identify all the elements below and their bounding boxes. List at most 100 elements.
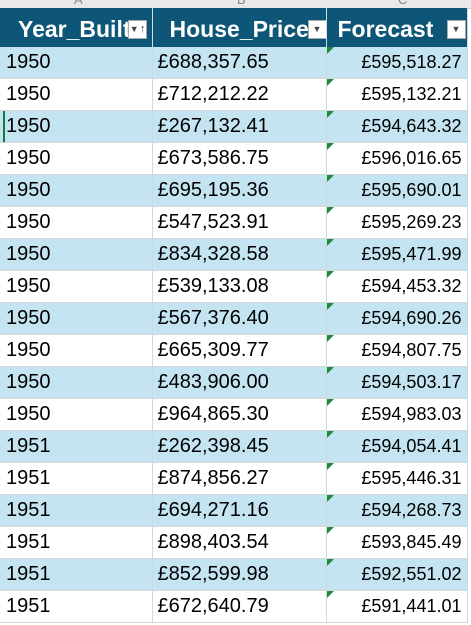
year-cell[interactable]: 1950 (0, 302, 153, 335)
year-cell[interactable]: 1951 (0, 462, 153, 495)
house-price-cell[interactable]: £695,195.36 (152, 174, 327, 207)
year-cell[interactable]: 1950 (0, 238, 153, 271)
table-row: 1950 £834,328.58 £595,471.99 (0, 238, 468, 271)
house-price-cell[interactable]: £539,133.08 (152, 270, 327, 303)
house-price-cell[interactable]: £673,586.75 (152, 142, 327, 175)
error-indicator-icon (326, 143, 334, 150)
forecast-cell[interactable]: £594,807.75 (326, 334, 468, 367)
house-price-cell-value: £874,856.27 (157, 467, 269, 489)
forecast-cell[interactable]: £595,690.01 (326, 174, 468, 207)
error-indicator-icon (326, 527, 334, 534)
house-price-cell-value: £964,865.30 (157, 403, 269, 425)
house-price-cell[interactable]: £898,403.54 (152, 526, 327, 559)
house-price-cell[interactable]: £665,309.77 (152, 334, 327, 367)
house-price-cell[interactable]: £547,523.91 (152, 206, 327, 239)
year-cell[interactable]: 1951 (0, 558, 153, 591)
year-cell[interactable]: 1950 (0, 142, 153, 175)
forecast-cell[interactable]: £594,054.41 (326, 430, 468, 463)
house-price-cell[interactable]: £483,906.00 (152, 366, 327, 399)
year-cell[interactable]: 1950 (0, 398, 153, 431)
forecast-cell-value: £595,446.31 (361, 468, 462, 488)
header-year-built[interactable]: Year_Built ▼ ↑ (0, 8, 153, 47)
forecast-cell[interactable]: £596,016.65 (326, 142, 468, 175)
year-cell[interactable]: 1950 (0, 366, 153, 399)
house-price-filter-button[interactable]: ▼ (307, 20, 325, 39)
year-cell[interactable]: 1951 (0, 494, 153, 527)
forecast-cell-value: £596,016.65 (361, 148, 462, 168)
forecast-cell[interactable]: £594,268.73 (326, 494, 468, 527)
error-indicator-icon (326, 271, 334, 278)
house-price-cell-value: £694,271.16 (157, 499, 269, 521)
year-cell-value: 1951 (6, 435, 51, 457)
forecast-cell-value: £594,453.32 (361, 276, 462, 296)
house-price-cell[interactable]: £267,132.41 (152, 110, 327, 143)
table-row: 1950 £688,357.65 £595,518.27 (0, 47, 468, 79)
house-price-cell[interactable]: £964,865.30 (152, 398, 327, 431)
forecast-cell[interactable]: £594,690.26 (326, 302, 468, 335)
column-letter-b[interactable]: B (237, 0, 246, 7)
forecast-cell[interactable]: £591,441.01 (326, 590, 468, 623)
error-indicator-icon (326, 335, 334, 342)
year-cell[interactable]: 1950 (0, 174, 153, 207)
year-cell[interactable]: 1950 (0, 206, 153, 239)
year-cell[interactable]: 1951 (0, 430, 153, 463)
forecast-cell[interactable]: £595,132.21 (326, 78, 468, 111)
house-price-cell-value: £665,309.77 (157, 339, 269, 361)
house-price-cell-value: £712,212.22 (157, 83, 269, 105)
error-indicator-icon (326, 239, 334, 246)
column-letter-a[interactable]: A (74, 0, 83, 7)
sort-ascending-icon: ↑ (139, 23, 146, 35)
forecast-cell[interactable]: £593,845.49 (326, 526, 468, 559)
year-cell-value: 1950 (6, 179, 51, 201)
house-price-cell-value: £695,195.36 (157, 179, 269, 201)
year-cell[interactable]: 1950 (0, 110, 153, 143)
forecast-cell-value: £594,807.75 (361, 340, 462, 360)
table-row: 1950 £483,906.00 £594,503.17 (0, 366, 468, 399)
house-price-cell-value: £898,403.54 (157, 531, 269, 553)
header-forecast[interactable]: Forecast ▼ (326, 8, 468, 47)
forecast-cell[interactable]: £594,983.03 (326, 398, 468, 431)
year-cell[interactable]: 1950 (0, 334, 153, 367)
error-indicator-icon (326, 559, 334, 566)
table-row: 1950 £665,309.77 £594,807.75 (0, 334, 468, 367)
table-row: 1950 £567,376.40 £594,690.26 (0, 302, 468, 335)
house-price-cell[interactable]: £712,212.22 (152, 78, 327, 111)
forecast-cell[interactable]: £595,518.27 (326, 47, 468, 79)
house-price-cell[interactable]: £262,398.45 (152, 430, 327, 463)
year-cell[interactable]: 1951 (0, 590, 153, 623)
forecast-cell[interactable]: £595,446.31 (326, 462, 468, 495)
house-price-cell[interactable]: £672,640.79 (152, 590, 327, 623)
house-price-cell[interactable]: £694,271.16 (152, 494, 327, 527)
header-house-price[interactable]: House_Price ▼ (152, 8, 327, 47)
table-row: 1950 £547,523.91 £595,269.23 (0, 206, 468, 239)
error-indicator-icon (326, 399, 334, 406)
table-row: 1950 £964,865.30 £594,983.03 (0, 398, 468, 431)
column-letter-c[interactable]: C (398, 0, 407, 7)
forecast-cell[interactable]: £595,269.23 (326, 206, 468, 239)
house-price-cell-value: £672,640.79 (157, 595, 269, 617)
error-indicator-icon (326, 431, 334, 438)
forecast-cell[interactable]: £594,453.32 (326, 270, 468, 303)
error-indicator-icon (326, 463, 334, 470)
forecast-cell[interactable]: £592,551.02 (326, 558, 468, 591)
house-price-cell[interactable]: £834,328.58 (152, 238, 327, 271)
house-price-cell[interactable]: £567,376.40 (152, 302, 327, 335)
house-price-cell-value: £673,586.75 (157, 147, 269, 169)
house-price-cell[interactable]: £852,599.98 (152, 558, 327, 591)
forecast-cell[interactable]: £594,643.32 (326, 110, 468, 143)
forecast-cell[interactable]: £594,503.17 (326, 366, 468, 399)
year-cell[interactable]: 1950 (0, 78, 153, 111)
forecast-cell-value: £594,054.41 (361, 436, 462, 456)
year-cell[interactable]: 1951 (0, 526, 153, 559)
forecast-filter-button[interactable]: ▼ (446, 20, 466, 39)
forecast-cell[interactable]: £595,471.99 (326, 238, 468, 271)
table-row: 1951 £874,856.27 £595,446.31 (0, 462, 468, 495)
house-price-cell[interactable]: £688,357.65 (152, 47, 327, 79)
house-price-cell[interactable]: £874,856.27 (152, 462, 327, 495)
error-indicator-icon (326, 591, 334, 598)
year-cell[interactable]: 1950 (0, 270, 153, 303)
year-cell[interactable]: 1950 (0, 47, 153, 79)
house-price-cell-value: £688,357.65 (157, 51, 269, 73)
year-built-filter-button[interactable]: ▼ ↑ (128, 20, 147, 39)
error-indicator-icon (326, 207, 334, 214)
